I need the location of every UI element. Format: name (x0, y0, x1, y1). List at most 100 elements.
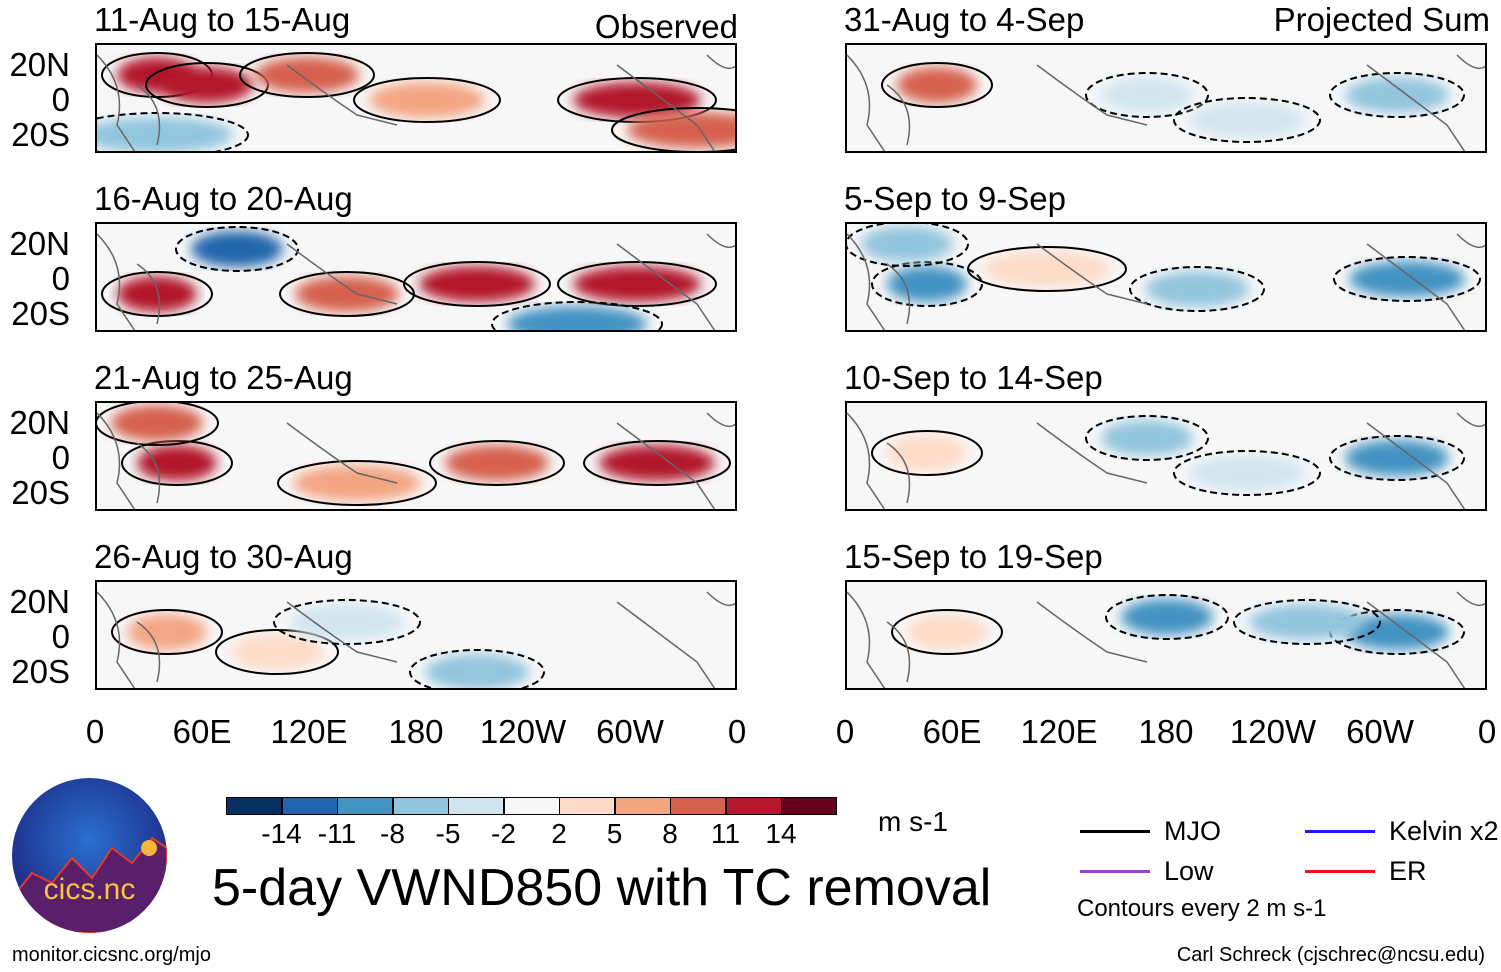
panel-title: 15-Sep to 19-Sep (844, 538, 1103, 575)
colorbar-tick-label: -11 (317, 818, 357, 849)
anomaly-blob (445, 445, 549, 481)
panel-tag-right: Projected Sum (1273, 1, 1490, 38)
colorbar-tick-label: -5 (435, 818, 461, 849)
mjo-contour (239, 52, 375, 98)
anomaly-blob (1345, 614, 1449, 650)
coastline (886, 84, 911, 146)
legend-line-low (1080, 870, 1150, 873)
coastline (97, 591, 136, 688)
panel-title: 26-Aug to 30-Aug (94, 538, 353, 575)
mjo-contour (871, 261, 983, 307)
mjo-contour (97, 403, 219, 446)
mjo-contour (403, 261, 551, 307)
figure-title: 5-day VWND850 with TC removal (212, 859, 992, 917)
contour-note: Contours every 2 m s-1 (1077, 895, 1327, 922)
anomaly-field (97, 52, 735, 151)
colorbar-tick-label: 14 (765, 818, 797, 849)
coastline (706, 412, 735, 428)
colorbar-tick-label: -8 (380, 818, 405, 849)
anomaly-blob (117, 276, 197, 312)
panel-title: 11-Aug to 15-Aug (94, 1, 351, 38)
coastline (706, 233, 735, 249)
colorbar-swatch (448, 797, 504, 815)
colorbar-swatch (337, 797, 393, 815)
coastline (1456, 591, 1485, 607)
coastline (286, 243, 398, 305)
anomaly-blob (627, 112, 735, 148)
legend-line-kelvin (1305, 830, 1375, 833)
mjo-contour (1129, 266, 1265, 312)
anomaly-blob (1345, 77, 1449, 113)
legend-label: Kelvin x2 (1389, 816, 1499, 846)
coastline (616, 243, 716, 330)
anomaly-blob (111, 405, 203, 441)
anomaly-blob (1101, 420, 1193, 456)
mjo-contour (101, 271, 213, 317)
lon-label: 60W (596, 713, 664, 750)
anomaly-field (847, 54, 1485, 151)
mjo-contour (121, 440, 233, 486)
colorbar-swatch (503, 797, 560, 815)
mjo-contour (1329, 435, 1465, 481)
coastline (616, 64, 716, 151)
colorbar-tick-label: 8 (662, 818, 678, 849)
colorbar-tick-label: -2 (491, 818, 516, 849)
panel-title: 10-Sep to 14-Sep (844, 359, 1103, 396)
mjo-contour (353, 77, 501, 123)
coastline (847, 54, 886, 151)
map-panel-right-2 (845, 222, 1487, 332)
colorbar-swatch (226, 797, 282, 815)
coastline (616, 601, 716, 688)
coastline (1036, 243, 1148, 305)
colorbar-tick-label: -14 (261, 818, 302, 849)
lon-label: 180 (1138, 713, 1194, 750)
anomaly-blob (161, 67, 253, 103)
mjo-contour (429, 440, 565, 486)
map-panel-left-2 (95, 222, 737, 332)
anomaly-blob (137, 445, 217, 481)
anomaly-blob (507, 306, 647, 330)
mjo-contour (557, 261, 717, 307)
coastline (1366, 422, 1466, 509)
lat-label: 0 (51, 260, 70, 297)
colorbar-tick-label: 2 (551, 818, 567, 849)
anomaly-blob (599, 445, 715, 481)
anomaly-blob (897, 67, 977, 103)
coastline (97, 412, 136, 509)
anomaly-blob (1145, 271, 1249, 307)
mjo-contour (1329, 72, 1465, 118)
coastline (1036, 422, 1148, 484)
lat-label: 0 (51, 81, 70, 118)
lat-label: 20S (11, 653, 70, 690)
mjo-contour (97, 112, 249, 151)
anomaly-blob (573, 266, 701, 302)
anomaly-blob (1189, 455, 1305, 491)
colorbar-swatch (392, 797, 449, 815)
credit: Carl Schreck (cjschrec@ncsu.edu) (1176, 944, 1485, 966)
panel-title: 31-Aug to 4-Sep (844, 1, 1085, 38)
anomaly-blob (1121, 599, 1213, 635)
source-url[interactable]: monitor.cicsnc.org/mjo (12, 944, 211, 966)
map-panel-right-3 (845, 401, 1487, 511)
mjo-contour (1333, 256, 1481, 302)
anomaly-field (847, 412, 1485, 509)
lon-label: 0 (727, 713, 747, 750)
anomaly-blob (419, 266, 535, 302)
mjo-contour (273, 599, 421, 645)
mjo-contour (1105, 594, 1229, 640)
colorbar-swatch (781, 797, 837, 815)
lat-label: 20N (9, 404, 70, 441)
coastline (286, 422, 398, 484)
anomaly-blob (1101, 77, 1193, 113)
lat-label: 0 (51, 618, 70, 655)
anomaly-field (97, 403, 735, 509)
lon-label: 0 (85, 713, 105, 750)
lon-label: 60E (172, 713, 232, 750)
coastline (616, 422, 716, 509)
colorbar-tick-label: 5 (606, 818, 623, 849)
panel-title: 21-Aug to 25-Aug (94, 359, 353, 396)
map-panel-left-3 (95, 401, 737, 511)
mjo-contour (175, 226, 299, 272)
anomaly-blob (289, 604, 405, 640)
coastline (886, 621, 911, 683)
